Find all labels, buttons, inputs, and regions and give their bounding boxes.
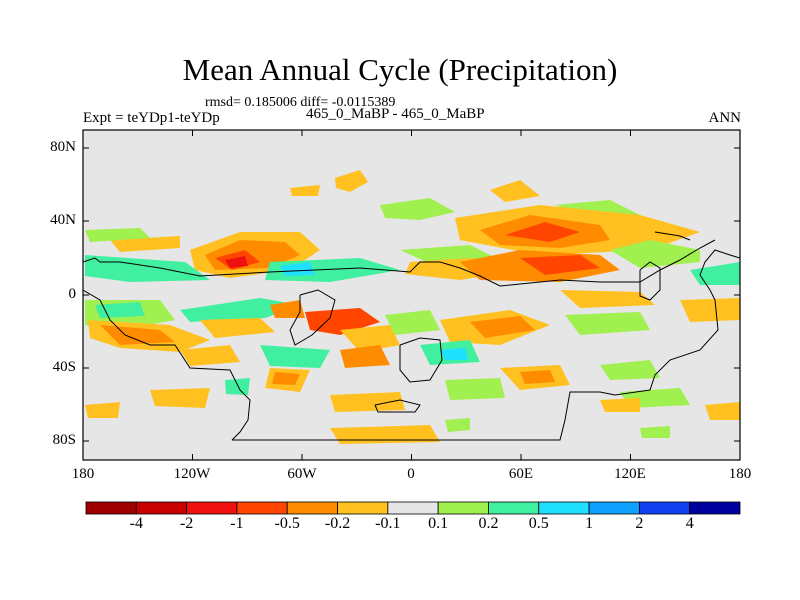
continent-outlines bbox=[83, 231, 740, 441]
anomaly-blob bbox=[85, 228, 150, 242]
anomaly-blob bbox=[330, 392, 405, 412]
colorbar-swatch bbox=[85, 501, 137, 515]
coastline bbox=[232, 249, 740, 441]
lat-tick-label: 80S bbox=[52, 432, 76, 448]
anomaly-field bbox=[85, 170, 740, 444]
anomaly-blob bbox=[385, 310, 440, 335]
lon-tick-label: 180 bbox=[71, 466, 95, 482]
anomaly-blob bbox=[85, 402, 120, 418]
plot-title: Mean Annual Cycle (Precipitation) bbox=[182, 52, 618, 87]
lat-tick-label: 0 bbox=[68, 286, 77, 302]
season-label: ANN bbox=[708, 110, 742, 126]
lat-tick-label: 40N bbox=[50, 212, 76, 228]
colorbar-swatch bbox=[638, 501, 691, 515]
colorbar-swatch bbox=[538, 501, 590, 515]
anomaly-blob bbox=[565, 312, 650, 335]
colorbar-label: -4 bbox=[129, 515, 143, 532]
anomaly-blob bbox=[272, 372, 300, 385]
colorbar-swatch bbox=[387, 501, 439, 515]
anomaly-blob bbox=[490, 180, 540, 202]
anomaly-blob bbox=[305, 308, 380, 335]
colorbar-swatch bbox=[689, 501, 741, 515]
anomaly-blob bbox=[180, 298, 300, 322]
anomaly-blob bbox=[520, 255, 600, 275]
colorbar-swatch bbox=[488, 501, 540, 515]
anomaly-blob bbox=[380, 198, 455, 220]
anomaly-blob bbox=[280, 262, 315, 276]
lat-tick-label: 80N bbox=[50, 139, 76, 155]
anomaly-blob bbox=[560, 290, 655, 308]
anomaly-blob bbox=[445, 418, 470, 432]
anomaly-blob bbox=[600, 360, 660, 380]
experiment-label: Expt = teYDp1-teYDp bbox=[83, 110, 220, 126]
colorbar-label: -0.2 bbox=[324, 515, 351, 532]
coastline bbox=[83, 239, 716, 287]
anomaly-blob bbox=[680, 298, 740, 322]
lon-tick-label: 60E bbox=[508, 466, 534, 482]
anomaly-blob bbox=[225, 256, 248, 268]
anomaly-blob bbox=[100, 325, 175, 345]
anomaly-blob bbox=[600, 398, 640, 412]
anomaly-blob bbox=[150, 388, 210, 408]
coastline bbox=[83, 289, 251, 441]
anomaly-blob bbox=[330, 425, 440, 444]
lon-tick-label: 60W bbox=[287, 466, 317, 482]
anomaly-blob bbox=[705, 402, 740, 420]
colorbar bbox=[85, 501, 741, 515]
lon-tick-label: 180 bbox=[728, 466, 752, 482]
coastline bbox=[289, 289, 336, 346]
coastline bbox=[399, 337, 443, 383]
colorbar-swatch bbox=[286, 501, 338, 515]
colorbar-label: 4 bbox=[685, 515, 694, 532]
stats-line: rmsd= 0.185006 diff= -0.0115389 bbox=[205, 95, 396, 110]
anomaly-blob bbox=[225, 378, 250, 395]
axis-ticks bbox=[82, 130, 741, 460]
anomaly-blob bbox=[260, 345, 330, 368]
colorbar-label: 0.5 bbox=[528, 515, 549, 532]
colorbar-swatch bbox=[437, 501, 489, 515]
colorbar-swatch bbox=[337, 501, 389, 515]
colorbar-label: -1 bbox=[230, 515, 244, 532]
colorbar-label: -0.1 bbox=[375, 515, 401, 532]
colorbar-swatch bbox=[236, 501, 288, 515]
colorbar-label: -2 bbox=[179, 515, 194, 532]
lon-tick-label: 120E bbox=[614, 466, 646, 482]
anomaly-blob bbox=[340, 325, 400, 352]
anomaly-blob bbox=[290, 185, 320, 196]
lon-tick-label: 120W bbox=[173, 466, 211, 482]
colorbar-label: 2 bbox=[635, 515, 644, 532]
anomaly-blob bbox=[270, 300, 305, 318]
colorbar-swatch bbox=[588, 501, 640, 515]
colorbar-label: 0.2 bbox=[478, 515, 499, 532]
anomaly-blob bbox=[445, 378, 505, 400]
lon-tick-label: 0 bbox=[407, 466, 415, 482]
anomaly-blob bbox=[640, 426, 670, 438]
anomaly-blob bbox=[440, 348, 468, 360]
anomaly-blob bbox=[335, 170, 368, 192]
coastline bbox=[639, 261, 661, 301]
anomaly-blob bbox=[180, 345, 240, 366]
case-label: 465_0_MaBP - 465_0_MaBP bbox=[306, 106, 485, 122]
anomaly-blob bbox=[505, 222, 580, 242]
coastline bbox=[374, 399, 421, 413]
anomaly-blob bbox=[520, 370, 555, 384]
colorbar-label: -0.5 bbox=[274, 515, 300, 532]
colorbar-label: 1 bbox=[585, 515, 594, 532]
colorbar-swatch bbox=[135, 501, 188, 515]
colorbar-swatch bbox=[186, 501, 238, 515]
anomaly-blob bbox=[470, 316, 535, 338]
anomaly-blob bbox=[200, 318, 275, 338]
anomaly-blob bbox=[340, 345, 390, 368]
coastline bbox=[654, 231, 691, 241]
lat-tick-label: 40S bbox=[52, 359, 76, 375]
anomaly-blob bbox=[110, 236, 180, 252]
colorbar-label: 0.1 bbox=[428, 515, 449, 532]
